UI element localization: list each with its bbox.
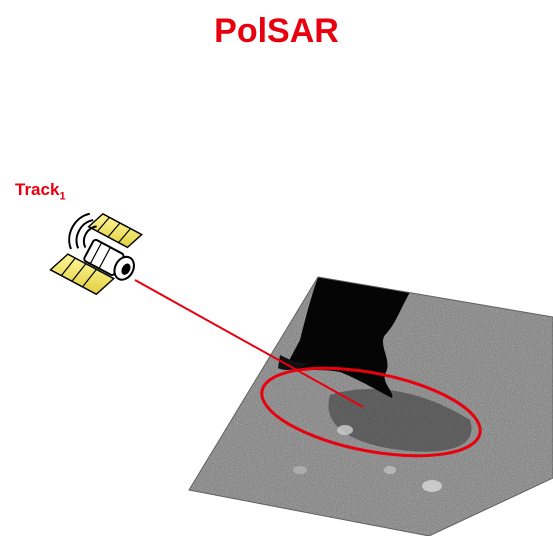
track-label-text: Track [15,180,60,199]
diagram-title: PolSAR [214,12,339,50]
sar-image-border [188,276,553,536]
track-label: Track1 [15,180,66,202]
radar-ray [134,279,364,408]
sar-image [189,277,553,536]
footprint-ellipse [260,366,482,458]
satellite-icon [49,212,143,296]
track-label-index: 1 [59,190,66,203]
